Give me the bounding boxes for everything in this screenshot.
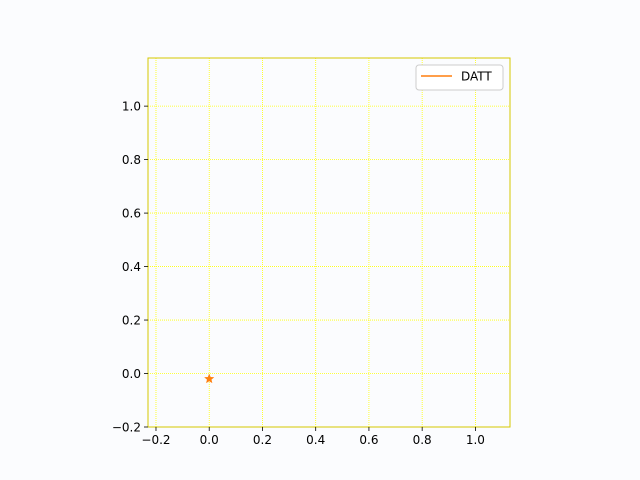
x-tick-label: 1.0 [466,433,485,447]
y-tick-label: 1.0 [122,100,141,114]
data-point-star [204,373,215,384]
y-tick-label: −0.2 [112,421,141,435]
y-tick-label: 0.6 [122,207,141,221]
y-tick-label: 0.0 [122,367,141,381]
x-axis: −0.2 0.0 0.2 0.4 0.6 0.8 1.0 [141,427,485,447]
legend-label-datt: DATT [461,70,492,84]
x-tick-label: 0.8 [413,433,432,447]
x-tick-label: 0.4 [306,433,325,447]
x-tick-label: −0.2 [141,433,170,447]
plot-frame [147,57,511,428]
series-layer [204,373,215,384]
y-axis: −0.2 0.0 0.2 0.4 0.6 0.8 1.0 [112,100,148,435]
legend: DATT [415,64,504,91]
y-tick-label: 0.2 [122,314,141,328]
x-tick-label: 0.0 [200,433,219,447]
plot-area [148,58,510,427]
x-tick-label: 0.2 [253,433,272,447]
x-tick-label: 0.6 [359,433,378,447]
y-tick-label: 0.4 [122,260,141,274]
legend-box [415,64,504,91]
y-tick-label: 0.8 [122,153,141,167]
